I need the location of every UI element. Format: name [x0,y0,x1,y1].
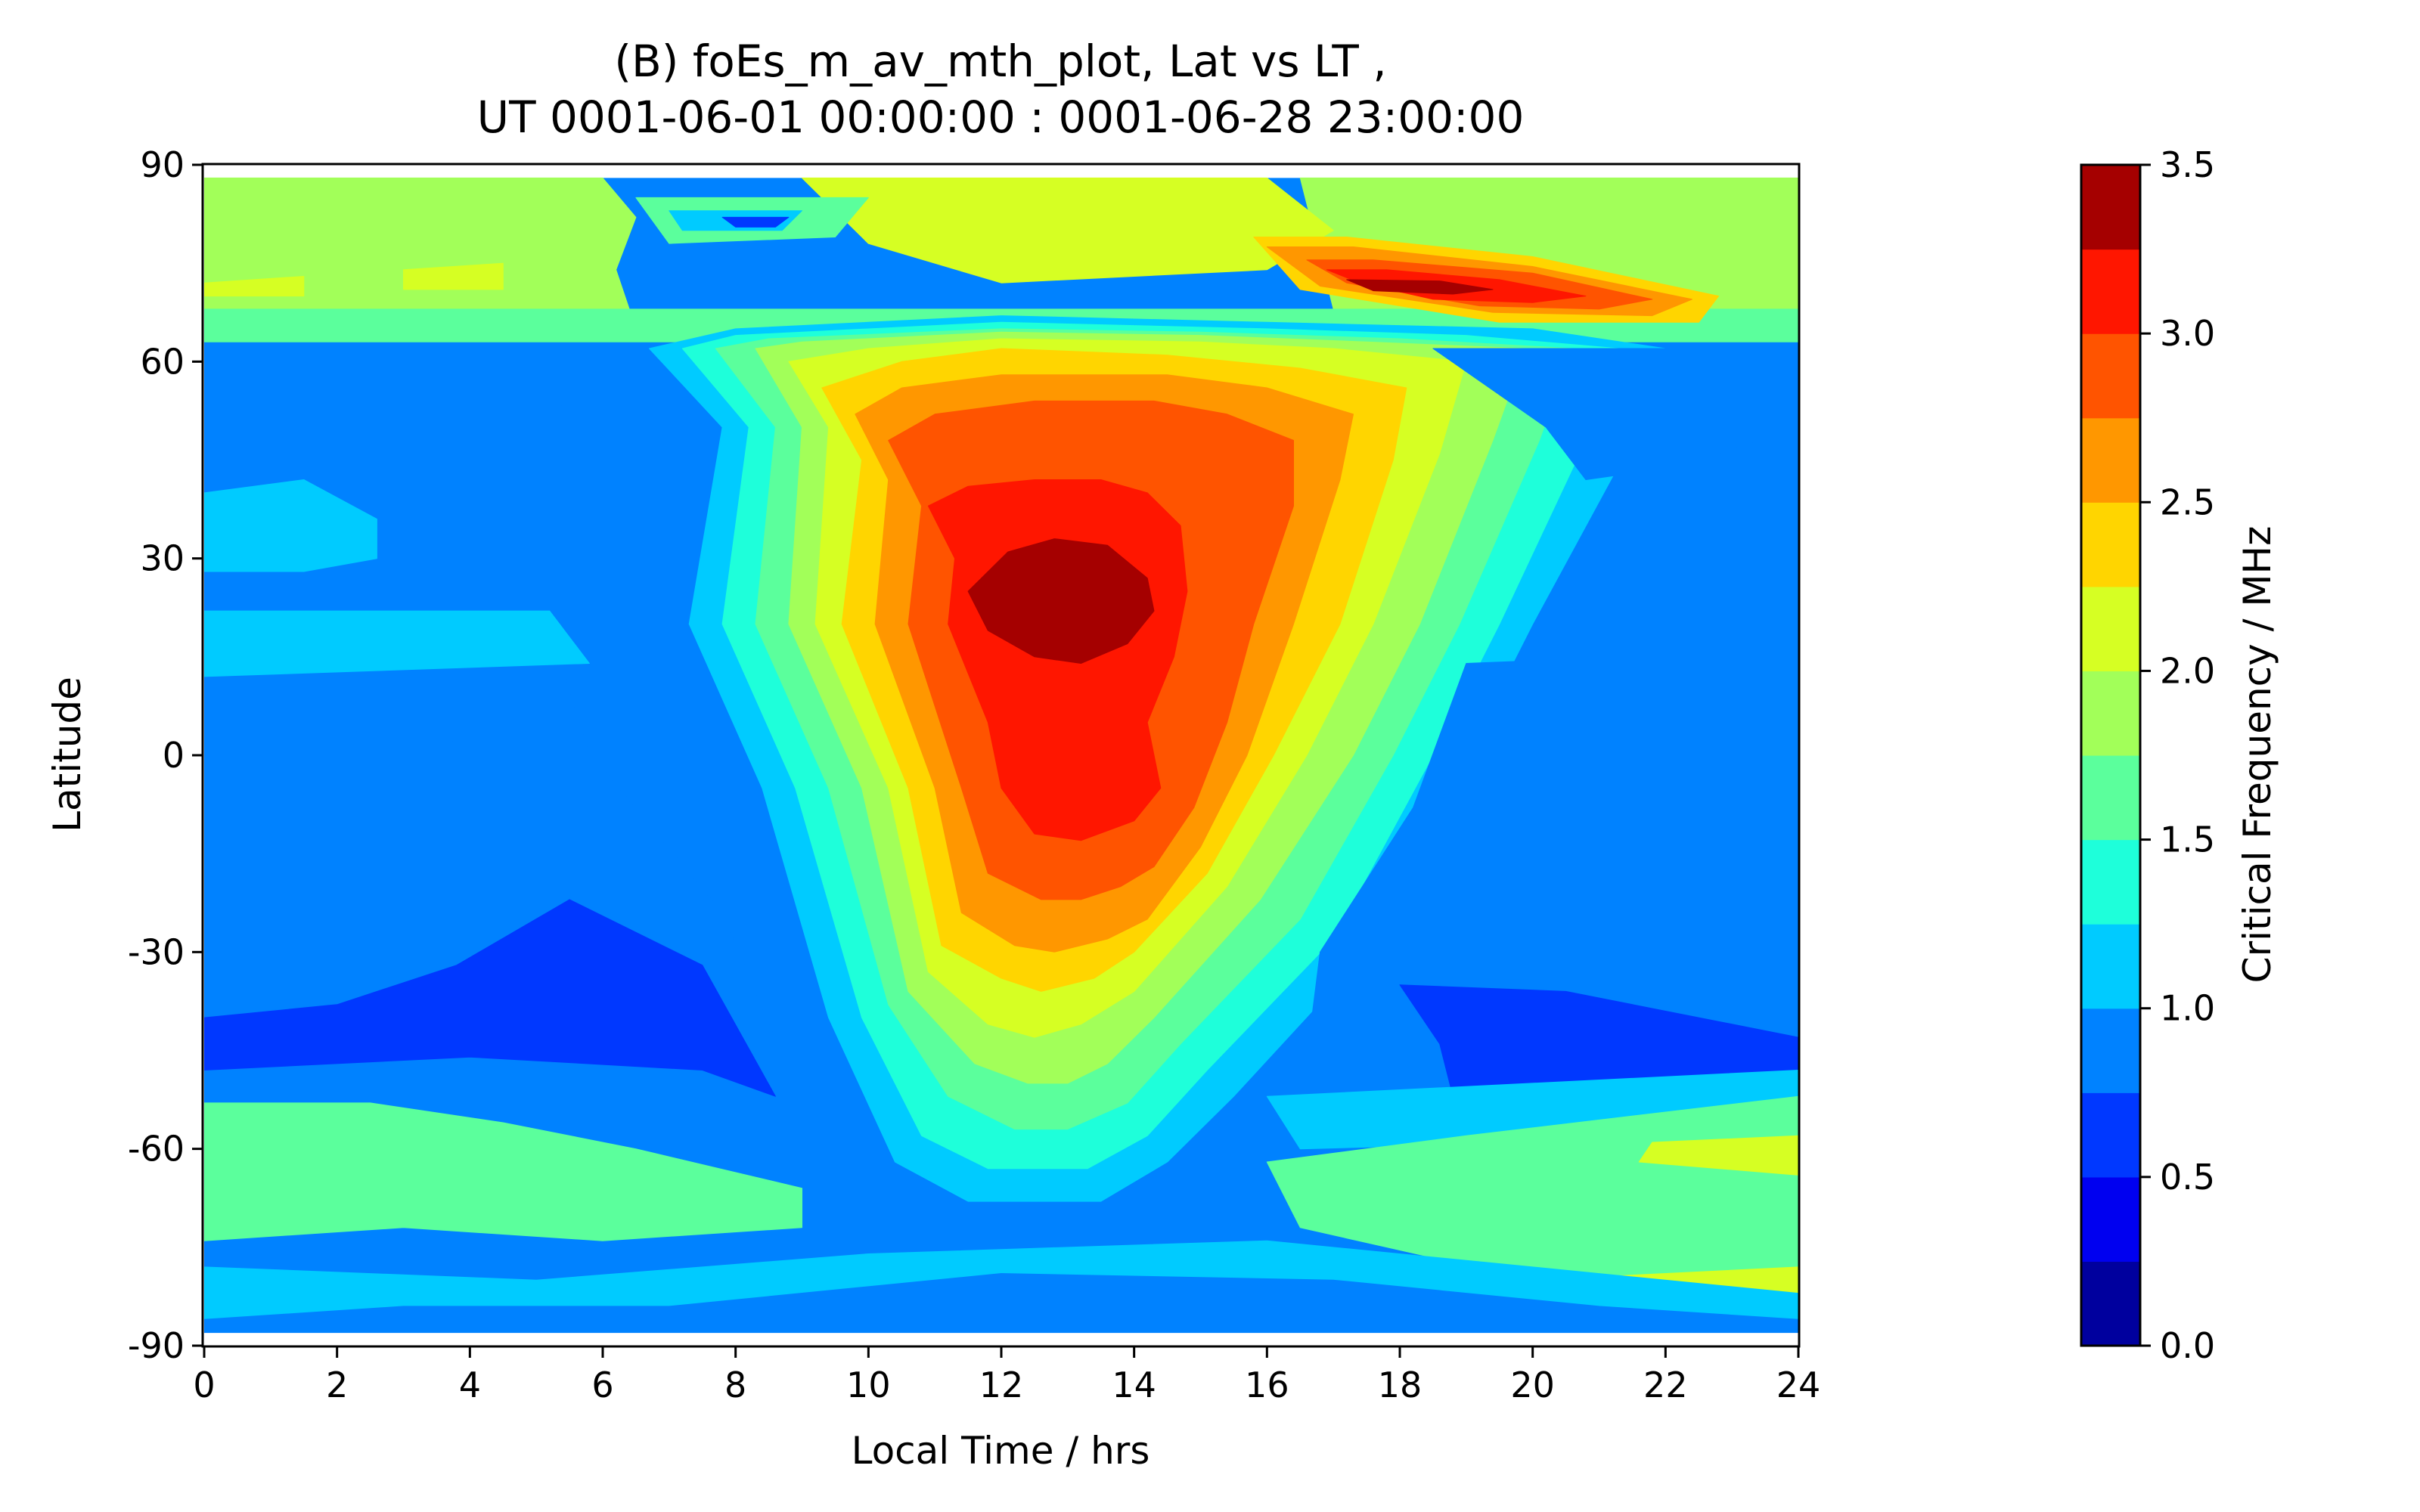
chart-title: (B) foEs_m_av_mth_plot, Lat vs LT , [614,36,1386,87]
colorbar-segment [2081,417,2140,503]
colorbar-segment [2081,502,2140,587]
colorbar-segment [2081,586,2140,672]
colorbar-segment [2081,924,2140,1009]
colorbar-segment [2081,333,2140,419]
x-tick-label: 4 [459,1365,481,1405]
x-tick-label: 22 [1643,1365,1688,1405]
y-tick-label: -60 [128,1129,185,1170]
x-tick-label: 14 [1112,1365,1156,1405]
colorbar-segment [2081,1092,2140,1178]
contour-region-39 [204,1273,1798,1334]
colorbar-tick-label: 1.0 [2160,988,2215,1029]
contour-region-0 [204,177,637,330]
y-tick-label: -90 [128,1325,185,1366]
colorbar: 0.0 0.5 1.0 1.5 2.0 2.5 3.0 3.5 [2080,144,2215,1366]
chart-subtitle: UT 0001-06-01 00:00:00 : 0001-06-28 23:0… [477,91,1525,143]
x-axis-label: Local Time / hrs [852,1429,1150,1473]
colorbar-segment [2081,249,2140,334]
colorbar-segment [2081,1261,2140,1346]
contour-region-28 [204,899,776,1097]
colorbar-tick-label: 3.5 [2160,144,2215,185]
contour-fill-layer [204,177,1798,1334]
y-tick-label: -30 [128,931,185,972]
colorbar-segment [2081,1176,2140,1263]
contour-region-33 [204,1102,802,1241]
y-tick-label: 30 [140,538,185,579]
colorbar-tick-label: 3.0 [2160,313,2215,354]
x-tick-label: 16 [1245,1365,1289,1405]
contour-region-26 [204,610,590,677]
contour-region-29 [1432,348,1798,480]
colorbar-segment [2081,839,2140,925]
colorbar-segment [2081,755,2140,841]
x-axis: 0 2 4 6 8 10 12 14 16 18 20 22 24 [193,1347,1820,1405]
contour-region-8 [403,262,504,290]
x-tick-label: 20 [1510,1365,1555,1405]
contour-region-3 [802,177,1334,284]
colorbar-segment [2081,1008,2140,1093]
contour-region-18 [967,538,1155,664]
y-axis-label: Latitude [45,677,89,832]
contour-region-25 [204,479,377,572]
contour-region-35 [1638,1135,1798,1176]
x-tick-label: 6 [591,1365,613,1405]
colorbar-segment [2081,671,2140,756]
y-tick-label: 60 [140,341,185,382]
contour-region-7 [204,276,305,297]
x-tick-label: 24 [1776,1365,1821,1405]
colorbar-tick-label: 2.0 [2160,650,2215,691]
colorbar-label: Critical Frequency / MHz [2235,526,2279,984]
colorbar-segment [2081,165,2140,250]
y-tick-label: 90 [140,144,185,185]
colorbar-tick-label: 1.5 [2160,820,2215,860]
x-tick-label: 10 [846,1365,891,1405]
x-tick-label: 2 [326,1365,348,1405]
x-tick-label: 12 [979,1365,1024,1405]
x-tick-label: 18 [1378,1365,1423,1405]
colorbar-tick-label: 2.5 [2160,482,2215,522]
y-tick-label: 0 [163,735,185,776]
contour-region-23 [1346,279,1494,295]
colorbar-frame [2080,163,2142,1347]
colorbar-tick-label: 0.5 [2160,1157,2215,1198]
x-tick-label: 8 [724,1365,746,1405]
x-tick-label: 0 [193,1365,215,1405]
colorbar-tick-label: 0.0 [2160,1325,2215,1366]
y-axis: -90 -60 -30 0 30 60 90 [128,144,203,1366]
contour-region-6 [721,216,790,228]
